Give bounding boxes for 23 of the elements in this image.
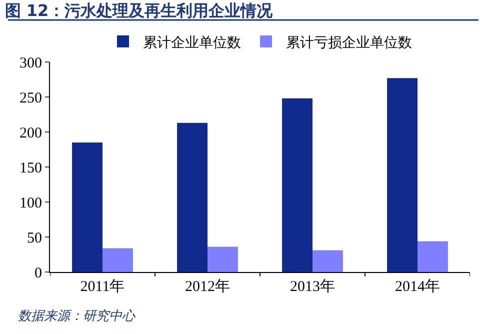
bar (312, 250, 343, 272)
bar (387, 78, 418, 272)
legend-label: 累计企业单位数 (143, 34, 241, 51)
x-tick-label: 2011年 (80, 278, 125, 295)
x-tick-label: 2013年 (290, 278, 335, 295)
y-tick-label: 250 (20, 90, 42, 106)
legend-label: 累计亏损企业单位数 (286, 34, 412, 51)
bar (177, 122, 208, 272)
bar (418, 241, 448, 272)
y-tick-label: 200 (20, 125, 42, 142)
source-note: 数据来源：研究中心 (18, 308, 136, 323)
bar (282, 98, 312, 272)
y-tick-label: 150 (20, 160, 42, 176)
bar (102, 248, 133, 272)
y-tick-label: 100 (20, 195, 42, 212)
x-tick-label: 2012年 (185, 278, 230, 295)
bar (208, 246, 238, 272)
y-tick-label: 50 (27, 230, 42, 246)
bar (72, 142, 102, 272)
y-tick-label: 0 (34, 265, 42, 282)
chart-title: 图 12：污水处理及再生利用企业情况 (4, 1, 274, 20)
y-tick-label: 300 (20, 55, 42, 72)
x-tick-label: 2014年 (395, 278, 440, 295)
